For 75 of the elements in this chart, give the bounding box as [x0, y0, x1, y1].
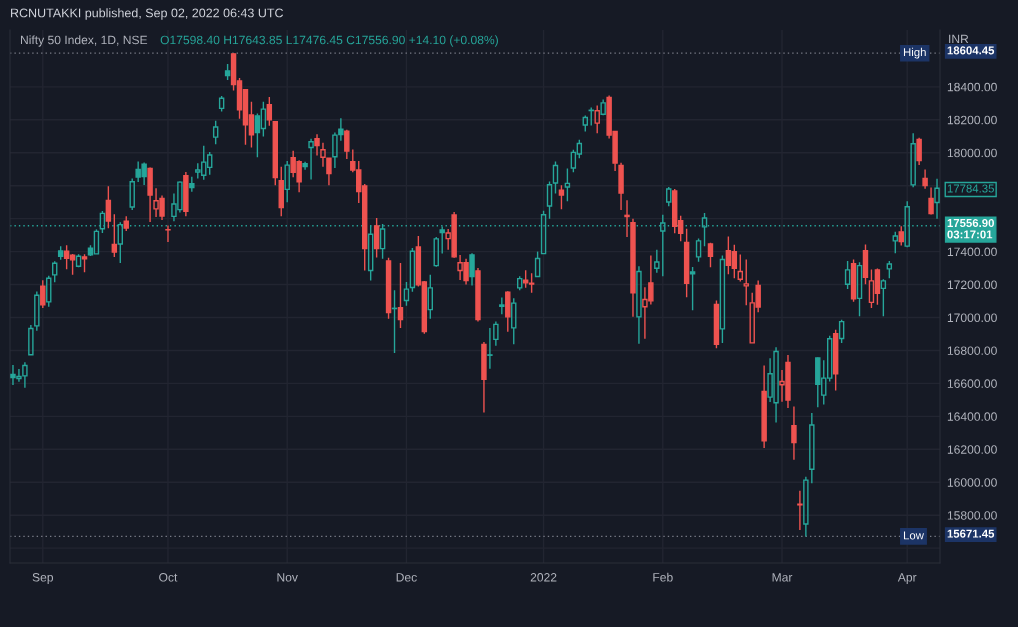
- text: RCNUTAKKI published, Sep 02, 2022 06:43 UTC: [11, 8, 284, 20]
- candlestick: [564, 167, 571, 203]
- candlestick: [743, 258, 749, 306]
- x-tick-label: Oct: [159, 573, 178, 582]
- x-tick-label: Mar: [772, 573, 793, 582]
- candlestick: [397, 262, 404, 329]
- candlestick: [624, 199, 630, 238]
- candlestick: [28, 324, 34, 356]
- x-tick-label: Dec: [396, 573, 417, 582]
- candlestick: [111, 213, 118, 258]
- candlestick: [832, 329, 839, 392]
- candlestick: [105, 185, 112, 230]
- chart-title: Nifty 50 Index, 1D, NSE: [20, 35, 148, 47]
- candlestick: [856, 261, 863, 318]
- candlestick: [922, 168, 928, 190]
- y-tick-label: 16400.00: [947, 412, 997, 421]
- candlestick: [147, 167, 153, 223]
- candlestick: [481, 341, 487, 414]
- candlestick: [761, 364, 767, 449]
- candlestick: [618, 162, 624, 211]
- candlestick: [189, 175, 195, 193]
- candlestick: [302, 161, 308, 171]
- candlestick: [737, 253, 744, 283]
- y-tick-label: 18400.00: [947, 82, 997, 92]
- candlestick: [511, 297, 517, 345]
- candlestick: [803, 475, 809, 538]
- candlestick: [499, 296, 505, 315]
- y-tick-label: 17200.00: [947, 280, 997, 290]
- annotation: Low: [903, 531, 924, 540]
- y-tick-label: 18000.00: [947, 148, 997, 158]
- candlestick: [558, 184, 565, 210]
- candlestick: [791, 405, 797, 461]
- candlestick: [797, 489, 803, 531]
- y-tick-label: 16800.00: [947, 346, 997, 355]
- chart-subtitle: O17598.40 H17643.85 L17476.45 C17556.90 +14.10 (+0.08%): [160, 35, 498, 47]
- candlestick: [469, 252, 475, 287]
- candlestick: [278, 166, 284, 218]
- y-tick-label: 16200.00: [947, 445, 997, 454]
- y-tick-label: 16000.00: [947, 478, 997, 487]
- candlestick: [636, 265, 642, 345]
- x-tick-label: Apr: [897, 573, 917, 584]
- annotation: High: [903, 47, 926, 59]
- y-tick-label: 17000.00: [947, 313, 997, 322]
- candlestick: [916, 137, 922, 166]
- candlestick: [34, 290, 40, 332]
- candlestick: [487, 327, 493, 370]
- candlestick: [880, 278, 887, 318]
- x-tick-label: Sep: [32, 573, 54, 584]
- y-tick-label: 16600.00: [947, 379, 997, 388]
- candlestick: [910, 132, 916, 188]
- candlestick: [689, 266, 696, 311]
- x-tick-label: 2022: [530, 573, 557, 582]
- ref-line-label: 18604.45: [947, 46, 995, 55]
- y-tick-label: 15800.00: [947, 511, 997, 520]
- x-tick-label: Feb: [653, 572, 673, 582]
- y-tick-label: 18200.00: [947, 115, 997, 125]
- x-tick-label: Nov: [277, 573, 298, 582]
- candlestick: [427, 274, 434, 320]
- ref-line-label: 17556.90 03:17:01: [947, 218, 994, 239]
- candlestick: [344, 130, 350, 160]
- candlestick: [630, 217, 636, 318]
- candlestick: [934, 178, 940, 220]
- candlestick: [683, 228, 690, 298]
- candlestick: [183, 171, 189, 218]
- ref-line-label: 15671.45: [947, 529, 995, 538]
- candlestick: [314, 133, 320, 157]
- candlestick: [928, 186, 934, 215]
- y-tick-label: 17400.00: [947, 247, 997, 257]
- y-tick-label: 17784.35: [947, 184, 994, 193]
- candlestick: [165, 224, 171, 243]
- candlestick: [493, 320, 499, 347]
- candlestick: [654, 248, 660, 274]
- candlestick: [809, 412, 815, 484]
- y-axis-title: INR: [949, 34, 969, 44]
- candlestick: [308, 138, 314, 181]
